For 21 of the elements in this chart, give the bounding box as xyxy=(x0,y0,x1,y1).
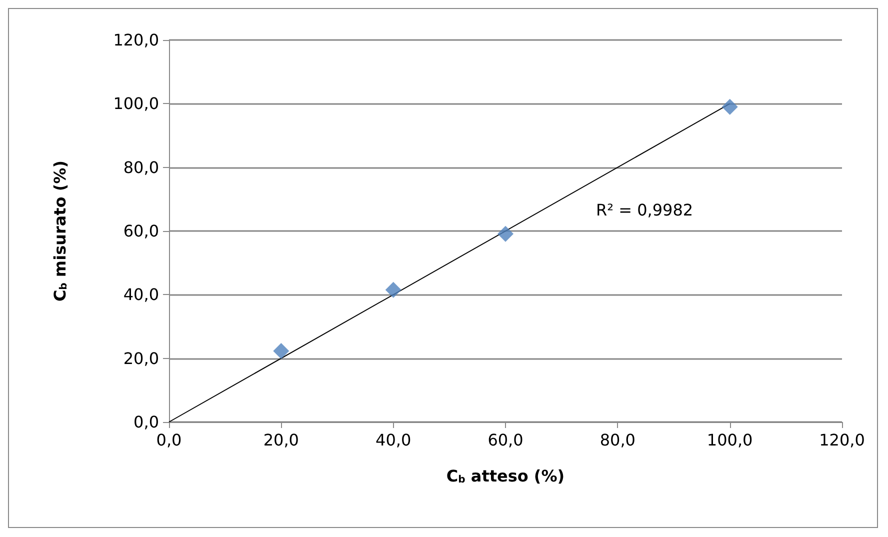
x-tick-label: 0,0 xyxy=(156,430,182,450)
y-tick-label: 0,0 xyxy=(134,412,159,432)
x-tick-label: 40,0 xyxy=(376,430,412,450)
y-axis-title: Cb misurato (%) xyxy=(50,160,70,302)
y-tick-label: 60,0 xyxy=(123,222,159,240)
point xyxy=(498,226,514,242)
x-tick-label: 60,0 xyxy=(488,430,524,450)
x-axis-title: Cb atteso (%) xyxy=(446,466,565,486)
y-tick-label: 120,0 xyxy=(113,30,159,50)
y-tick-label: 100,0 xyxy=(113,94,159,114)
y-tick-label: 80,0 xyxy=(123,158,159,177)
y-tick-label: 40,0 xyxy=(123,285,159,304)
point xyxy=(722,98,738,115)
x-tick-label: 80,0 xyxy=(600,430,636,450)
x-tick-label: 120,0 xyxy=(819,430,865,450)
y-tick-label: 20,0 xyxy=(123,348,159,368)
point xyxy=(273,343,290,360)
point xyxy=(385,282,402,298)
x-tick-label: 100,0 xyxy=(706,430,753,450)
annotation: R² = 0,9982 xyxy=(596,200,694,220)
x-tick-label: 20,0 xyxy=(263,430,299,450)
